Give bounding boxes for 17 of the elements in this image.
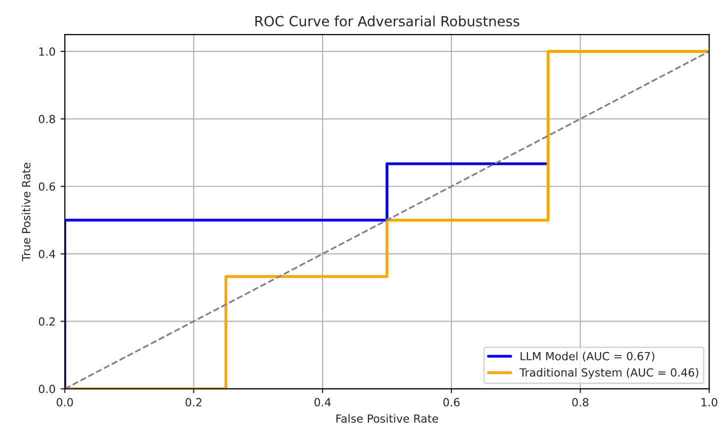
y-tick-label: 1.0 [39, 47, 56, 56]
x-tick-label: 0.8 [572, 398, 588, 406]
x-tick-label: 0.0 [56, 398, 73, 406]
x-tick-label: 1.0 [702, 398, 718, 406]
y-tick-label: 0.2 [38, 317, 55, 326]
chart-title: ROC Curve for Adversarial Robustness [255, 16, 520, 26]
legend-label: LLM Model (AUC = 0.67) [520, 352, 654, 362]
x-tick-label: 0.4 [314, 398, 331, 406]
x-tick-label: 0.2 [186, 398, 202, 406]
y-tick-label: 0.4 [38, 250, 56, 258]
y-tick-label: 0.0 [38, 384, 56, 394]
x-axis-title: False Positive Rate [336, 414, 438, 423]
y-tick-label: 0.6 [38, 182, 56, 191]
x-tick-label: 0.6 [443, 398, 460, 406]
y-axis-title: True Positive Rate [22, 162, 30, 262]
legend-label: Traditional System (AUC = 0.46) [520, 368, 698, 379]
y-tick-label: 0.8 [38, 114, 56, 124]
